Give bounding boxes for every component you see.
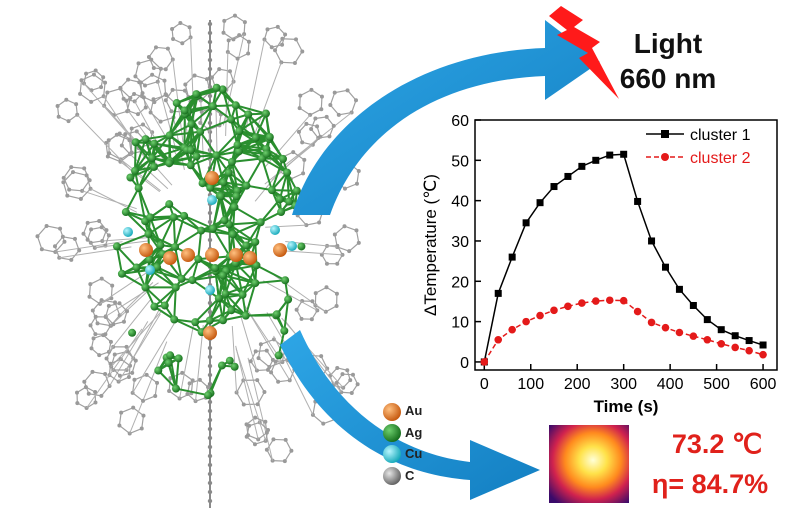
data-point-cluster-1	[703, 316, 711, 324]
atom-label-au: Au	[405, 403, 422, 418]
data-point-cluster-2	[592, 297, 600, 305]
data-point-cluster-1	[592, 156, 600, 164]
efficiency-result: η= 84.7%	[652, 469, 768, 499]
data-point-cluster-2	[703, 335, 712, 344]
data-point-cluster-1	[578, 162, 586, 170]
atom-legend-au: Au	[383, 403, 422, 421]
plot-frame	[474, 119, 778, 371]
data-point-cluster-1	[759, 341, 767, 349]
data-point-cluster-2	[564, 302, 572, 311]
y-tick-label: 20	[451, 274, 469, 291]
data-point-cluster-1	[536, 199, 544, 207]
x-tick-label: 300	[610, 376, 637, 393]
data-point-cluster-2	[759, 350, 767, 359]
data-point-cluster-1	[634, 197, 642, 205]
data-point-cluster-2	[647, 318, 656, 327]
light-label: Light	[634, 28, 702, 59]
data-point-cluster-2	[633, 307, 642, 316]
atom-legend: Au Ag Cu C	[383, 403, 422, 485]
y-tick-label: 60	[451, 113, 469, 130]
y-tick-label: 40	[451, 194, 469, 211]
temperature-result: 73.2 ℃	[672, 429, 762, 459]
data-point-cluster-1	[648, 237, 656, 245]
x-tick-label: 600	[750, 376, 777, 393]
data-point-cluster-2	[508, 325, 516, 334]
data-point-cluster-2	[550, 306, 558, 315]
lightning-bolt-icon	[549, 6, 619, 99]
wavelength-label: 660 nm	[620, 63, 717, 94]
ag-atom-icon	[383, 424, 401, 442]
data-point-cluster-1	[606, 151, 614, 159]
data-point-cluster-2	[745, 346, 753, 355]
data-point-cluster-1	[564, 172, 572, 180]
upper-curved-arrow	[292, 20, 600, 215]
data-point-cluster-1	[550, 183, 558, 191]
atom-legend-c: C	[383, 467, 415, 485]
legend-item-cluster-1: cluster 1	[646, 127, 751, 144]
x-tick-label: 500	[703, 376, 730, 393]
data-point-cluster-1	[675, 285, 683, 293]
cu-atom-icon	[383, 445, 401, 463]
x-tick-label: 400	[657, 376, 684, 393]
data-point-cluster-2	[536, 311, 544, 320]
legend-item-cluster-2: cluster 2	[646, 150, 751, 167]
data-point-cluster-1	[494, 289, 502, 297]
y-axis-label: ΔTemperature (℃)	[421, 174, 440, 316]
data-point-cluster-2	[522, 317, 530, 326]
data-point-cluster-2	[578, 299, 586, 307]
au-atom-icon	[383, 403, 401, 421]
y-axis: 0 10 20 30 40 50 60	[451, 113, 481, 372]
y-tick-label: 50	[451, 153, 469, 170]
data-point-cluster-2	[717, 339, 726, 348]
y-tick-label: 0	[460, 355, 469, 372]
data-point-cluster-1	[620, 150, 628, 158]
x-tick-label: 0	[480, 376, 489, 393]
atom-legend-cu: Cu	[383, 445, 422, 463]
data-point-cluster-2	[619, 296, 628, 305]
x-tick-label: 200	[564, 376, 591, 393]
data-point-cluster-2	[605, 296, 614, 305]
atom-label-cu: Cu	[405, 446, 422, 461]
thermal-image	[549, 425, 629, 503]
data-point-cluster-1	[731, 332, 739, 340]
temperature-chart: 0 10 20 30 40 50 60 0 100 200 300 400 500 600 Time (…	[421, 113, 778, 416]
cluster-structure-illustration	[35, 13, 361, 508]
data-point-cluster-2	[494, 335, 503, 344]
data-point-cluster-2	[661, 323, 670, 332]
data-point-cluster-1	[522, 219, 530, 227]
data-point-cluster-1	[508, 253, 516, 261]
lower-curved-arrow	[280, 330, 540, 500]
atom-label-c: C	[405, 468, 415, 483]
c-atom-icon	[383, 467, 401, 485]
data-point-cluster-1	[717, 326, 725, 334]
legend-label-cluster-1: cluster 1	[690, 127, 751, 144]
data-point-cluster-2	[480, 358, 489, 366]
data-point-cluster-1	[745, 337, 753, 345]
y-tick-label: 30	[451, 234, 469, 251]
y-tick-label: 10	[451, 315, 469, 332]
atom-legend-ag: Ag	[383, 424, 422, 442]
x-axis-label: Time (s)	[594, 397, 659, 416]
series-layer	[480, 150, 767, 366]
data-point-cluster-2	[731, 343, 739, 352]
chart-legend: cluster 1 cluster 2	[646, 127, 751, 167]
data-point-cluster-2	[689, 332, 698, 340]
data-point-cluster-1	[689, 301, 697, 309]
atom-label-ag: Ag	[405, 425, 422, 440]
data-point-cluster-1	[661, 263, 669, 271]
x-axis: 0 100 200 300 400 500 600	[480, 364, 777, 393]
data-point-cluster-2	[675, 328, 684, 337]
legend-label-cluster-2: cluster 2	[690, 150, 751, 167]
x-tick-label: 100	[517, 376, 544, 393]
